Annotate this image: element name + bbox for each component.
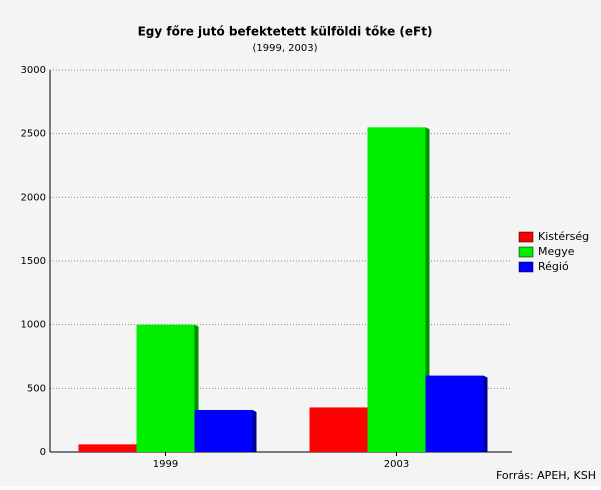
bar	[309, 407, 368, 452]
bar	[367, 127, 426, 453]
bar	[194, 409, 253, 452]
legend-swatch	[518, 261, 534, 273]
chart-subtitle: (1999, 2003)	[252, 43, 317, 54]
legend-label: Megye	[538, 245, 575, 258]
y-tick-label: 0	[40, 447, 46, 458]
bar	[78, 444, 137, 452]
bar-side	[425, 127, 430, 453]
y-tick-label: 1500	[21, 256, 46, 267]
x-tick-label: 1999	[153, 459, 178, 470]
y-tick-label: 2500	[21, 129, 46, 140]
x-tick-label: 2003	[384, 459, 409, 470]
source: Forrás: APEH, KSH	[496, 469, 596, 482]
y-tick-label: 2000	[21, 192, 46, 203]
bar-side	[252, 409, 257, 452]
y-tick-label: 3000	[21, 65, 46, 76]
legend-label: Régió	[538, 260, 569, 273]
y-tick-label: 500	[27, 383, 46, 394]
bar-side	[483, 375, 488, 452]
legend-swatch	[518, 231, 534, 243]
legend-swatch	[518, 246, 534, 258]
chart-title: Egy főre jutó befektetett külföldi tőke …	[138, 25, 433, 39]
y-tick-label: 1000	[21, 320, 46, 331]
legend-label: Kistérség	[538, 230, 589, 243]
bar	[425, 375, 484, 452]
bar	[136, 324, 195, 452]
